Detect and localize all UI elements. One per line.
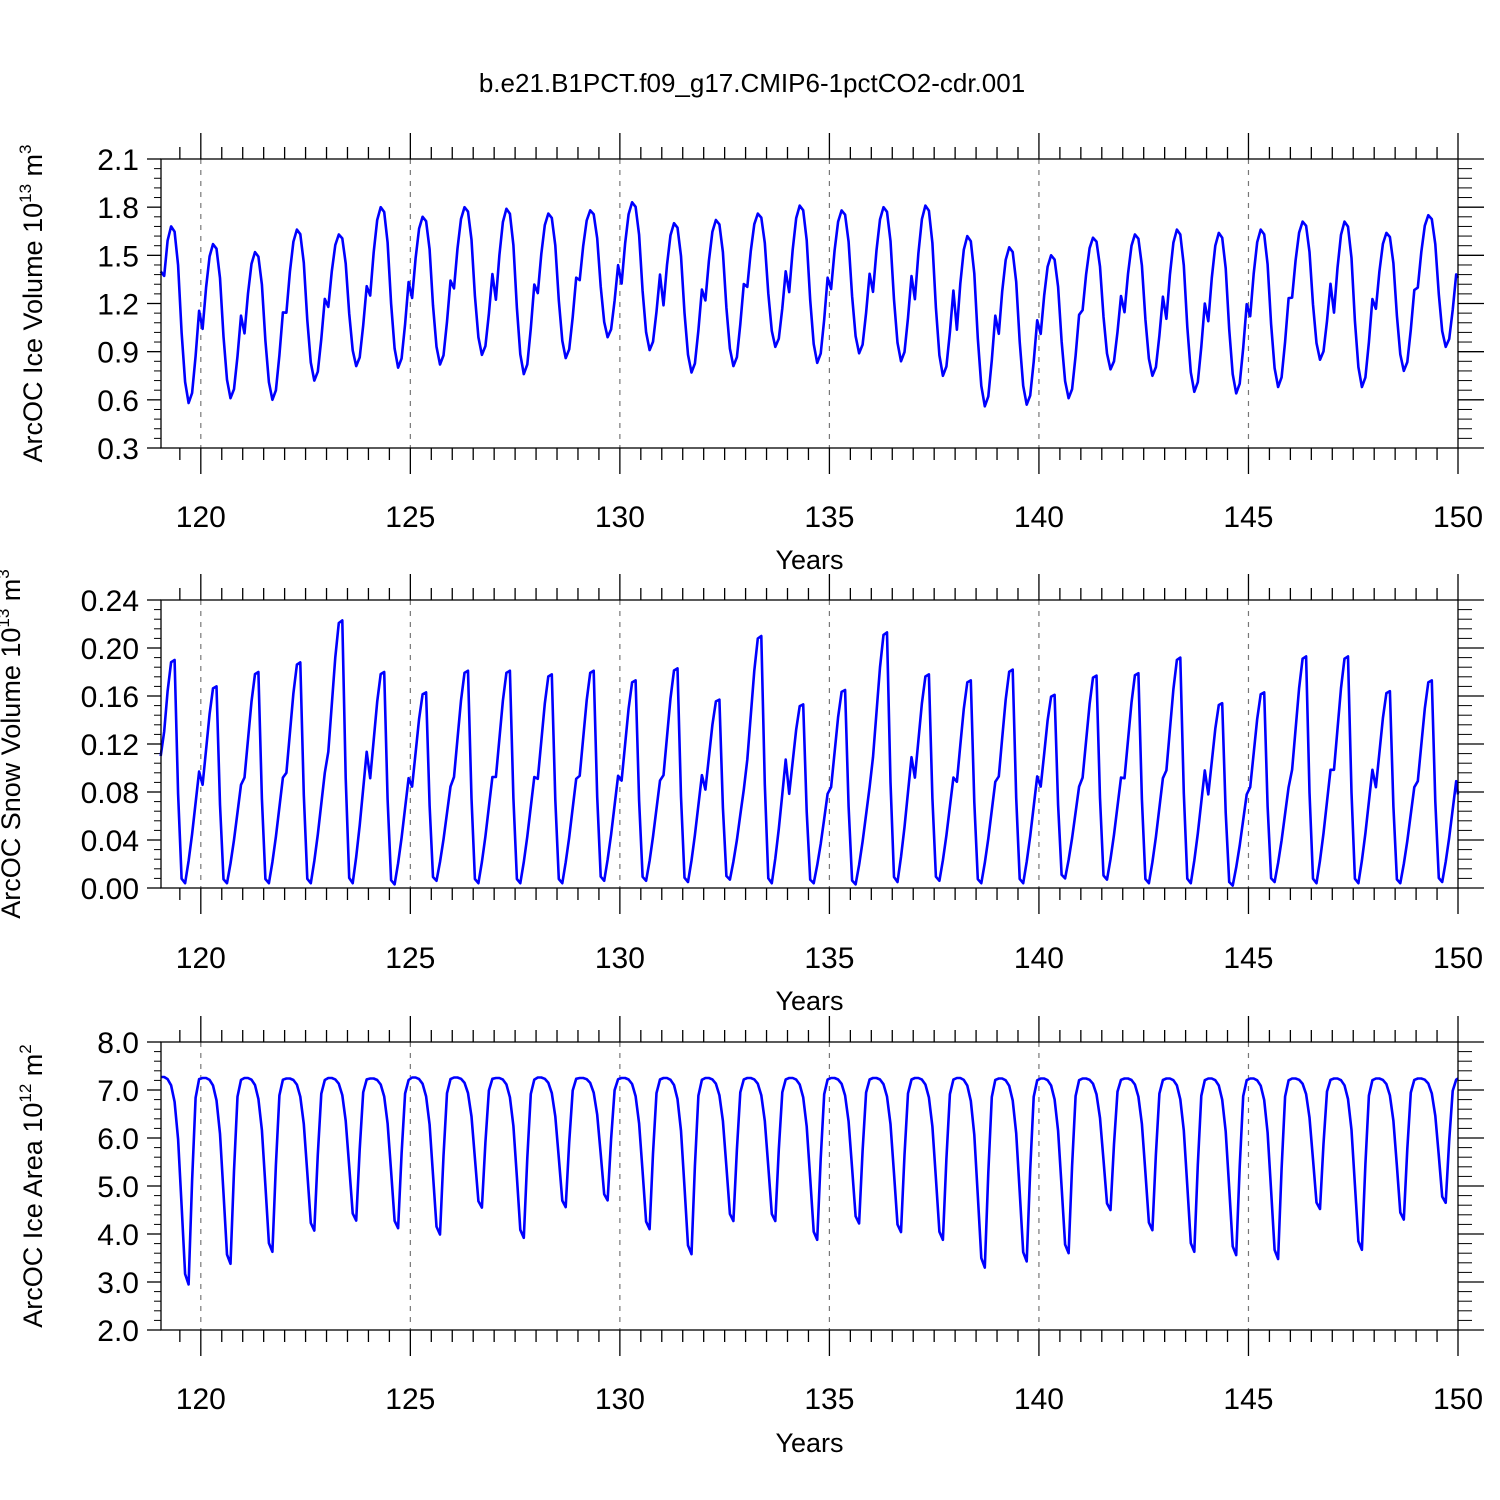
x-tick-label: 145 <box>1223 501 1273 534</box>
y-tick-label: 4.0 <box>97 1219 139 1252</box>
x-axis-title: Years <box>775 986 843 1016</box>
chart-title: b.e21.B1PCT.f09_g17.CMIP6-1pctCO2-cdr.00… <box>479 68 1025 98</box>
x-tick-label: 140 <box>1014 501 1064 534</box>
x-tick-label: 135 <box>804 942 854 975</box>
y-axis-title: ArcOC Snow Volume 1013 m3 <box>0 569 26 919</box>
y-tick-label: 6.0 <box>97 1123 139 1156</box>
x-tick-label: 140 <box>1014 1383 1064 1416</box>
chart-panel-1: 0.3 0.6 0.9 1.2 1.5 1.8 2.1 120 125 130 135 140 145 1… <box>16 133 1484 575</box>
x-tick-label: 125 <box>385 501 435 534</box>
y-tick-label: 8.0 <box>97 1027 139 1060</box>
x-tick-label: 135 <box>804 501 854 534</box>
series-line <box>159 619 1460 887</box>
y-axis-title: ArcOC Ice Area 1012 m2 <box>16 1044 48 1328</box>
y-tick-label: 0.9 <box>97 337 139 370</box>
x-tick-label: 120 <box>176 501 226 534</box>
y-tick-label: 0.00 <box>81 873 139 906</box>
y-tick-label: 0.04 <box>81 825 139 858</box>
y-tick-label: 0.20 <box>81 633 139 666</box>
y-tick-label: 3.0 <box>97 1267 139 1300</box>
y-tick-label: 0.12 <box>81 729 139 762</box>
x-tick-label: 120 <box>176 1383 226 1416</box>
series-line <box>159 201 1460 408</box>
x-tick-label: 120 <box>176 942 226 975</box>
y-tick-label: 1.2 <box>97 289 139 322</box>
plot-frame <box>160 599 1459 889</box>
x-tick-label: 145 <box>1223 942 1273 975</box>
y-tick-label: 0.6 <box>97 385 139 418</box>
x-tick-label: 150 <box>1433 1383 1483 1416</box>
x-tick-label: 150 <box>1433 501 1483 534</box>
x-tick-label: 125 <box>385 1383 435 1416</box>
y-tick-label: 0.16 <box>81 681 139 714</box>
x-axis-title: Years <box>775 545 843 575</box>
x-tick-label: 145 <box>1223 1383 1273 1416</box>
y-tick-label: 2.1 <box>97 144 139 177</box>
x-tick-label: 125 <box>385 942 435 975</box>
x-axis-title: Years <box>775 1428 843 1458</box>
y-tick-label: 1.8 <box>97 192 139 225</box>
y-tick-label: 7.0 <box>97 1075 139 1108</box>
series-line <box>160 1075 1459 1286</box>
chart-panel-3: 2.0 3.0 4.0 5.0 6.0 7.0 8.0 120 125 130 135 140 145 1… <box>16 1016 1484 1458</box>
y-tick-label: 2.0 <box>97 1315 139 1348</box>
y-tick-label: 5.0 <box>97 1171 139 1204</box>
x-tick-label: 135 <box>804 1383 854 1416</box>
y-axis-title: ArcOC Ice Volume 1013 m3 <box>16 144 48 462</box>
y-tick-label: 0.08 <box>81 777 139 810</box>
x-tick-label: 130 <box>595 942 645 975</box>
x-tick-label: 150 <box>1433 942 1483 975</box>
plot-frame <box>160 1041 1459 1331</box>
y-tick-label: 0.3 <box>97 433 139 466</box>
x-tick-label: 140 <box>1014 942 1064 975</box>
plot-frame <box>160 158 1459 449</box>
chart-panel-2: 0.00 0.04 0.08 0.12 0.16 0.20 0.24 120 125 130 135… <box>0 569 1484 1016</box>
x-tick-label: 130 <box>595 501 645 534</box>
y-tick-label: 1.5 <box>97 240 139 273</box>
x-tick-label: 130 <box>595 1383 645 1416</box>
y-tick-label: 0.24 <box>81 585 139 618</box>
